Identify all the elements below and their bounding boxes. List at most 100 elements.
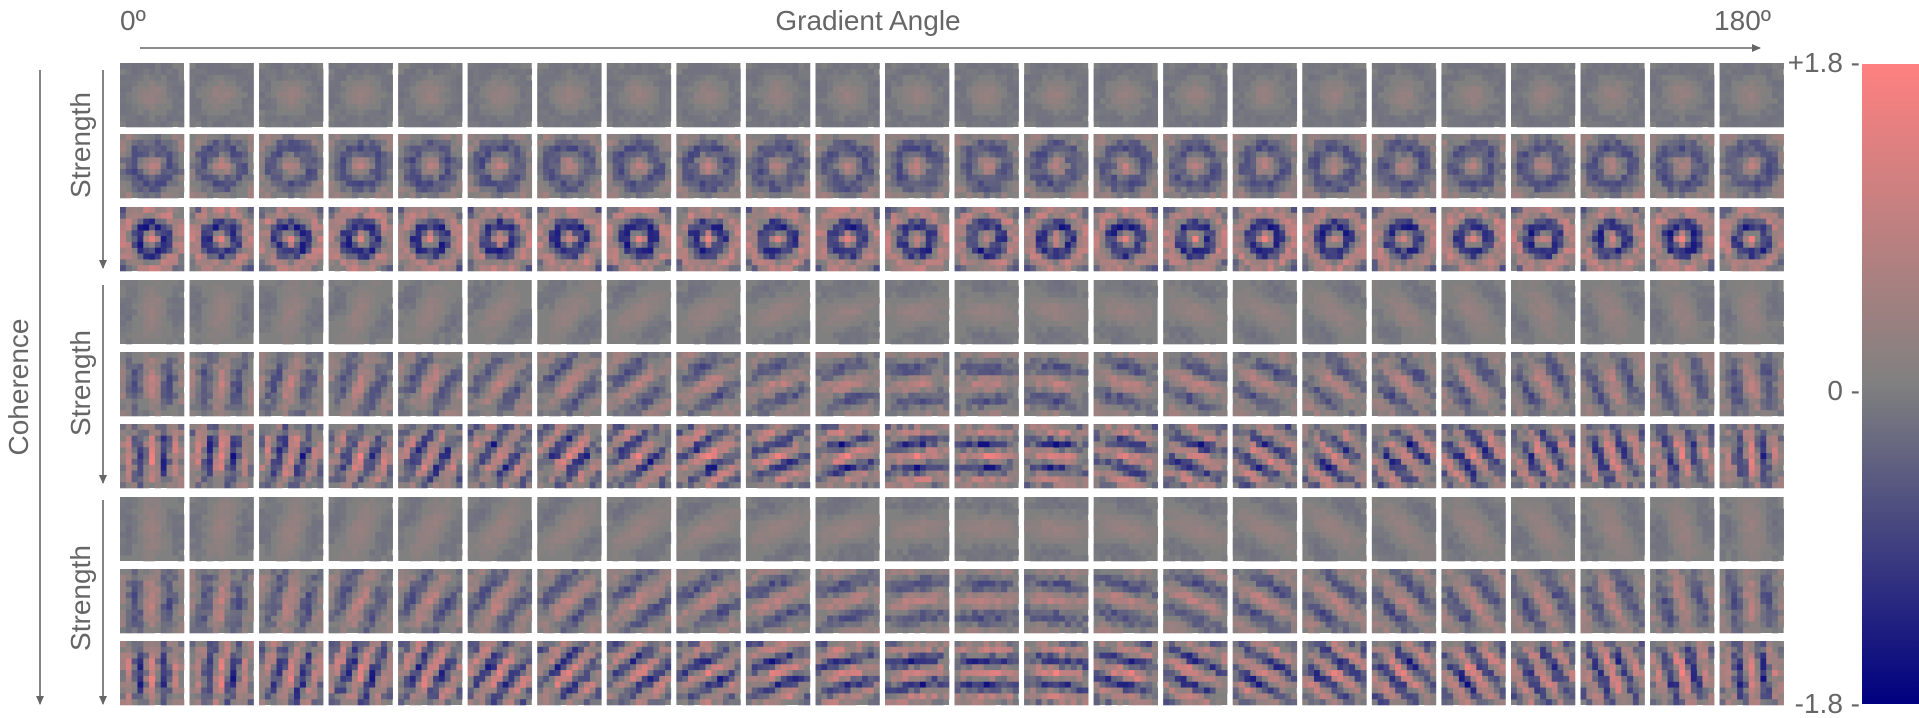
- filter-pixel: [398, 86, 405, 93]
- filter-pixel: [230, 145, 237, 152]
- filter-pixel: [1679, 139, 1686, 146]
- filter-pixel: [630, 80, 637, 87]
- filter-pixel: [479, 174, 486, 181]
- filter-pixel: [195, 63, 202, 70]
- filter-pixel: [867, 174, 874, 181]
- filter-pixel: [467, 74, 474, 81]
- filter-pixel: [1627, 68, 1634, 75]
- filter-pixel: [381, 168, 388, 176]
- filter-pixel: [1563, 163, 1570, 170]
- filter-pixel: [421, 121, 428, 128]
- filter-pixel: [212, 68, 219, 75]
- filter-pixel: [143, 115, 150, 122]
- filter-pixel: [792, 180, 799, 187]
- filter-pixel: [409, 145, 416, 152]
- filter-pixel: [467, 103, 474, 110]
- filter-pixel: [624, 180, 631, 187]
- filter-pixel: [1777, 63, 1784, 70]
- filter-pixel: [508, 134, 515, 141]
- filter-pixel: [1082, 68, 1089, 75]
- filter-pixel: [1337, 174, 1344, 181]
- filter-pixel: [676, 168, 683, 176]
- filter-pixel: [317, 139, 324, 146]
- filter-pixel: [1313, 192, 1321, 199]
- filter-pixel: [1609, 103, 1616, 110]
- filter-pixel: [1673, 97, 1680, 105]
- filter-pixel: [665, 109, 672, 116]
- filter-pixel: [583, 151, 590, 158]
- filter-pixel: [1516, 186, 1523, 193]
- filter-pixel: [728, 109, 735, 116]
- filter-pixel: [815, 157, 822, 164]
- filter-pixel: [525, 186, 533, 193]
- filter-pixel: [1609, 157, 1616, 164]
- filter-pixel: [207, 86, 214, 93]
- filter-pixel: [1516, 63, 1523, 70]
- filter-pixel: [972, 121, 979, 128]
- filter-pixel: [1522, 134, 1529, 141]
- filter-pixel: [1766, 134, 1773, 141]
- filter-pixel: [1702, 151, 1709, 158]
- filter-pixel: [154, 218, 162, 225]
- filter-pixel: [1690, 168, 1697, 176]
- filter-pixel: [682, 186, 689, 193]
- filter-pixel: [1615, 192, 1622, 199]
- filter-pixel: [1354, 92, 1361, 99]
- filter-pixel: [850, 109, 857, 116]
- filter-pixel: [769, 145, 776, 152]
- filter-pixel: [525, 115, 533, 122]
- filter-pixel: [867, 103, 874, 110]
- filter-pixel: [357, 186, 364, 193]
- filter-pixel: [1772, 151, 1779, 158]
- filter-pixel: [885, 174, 892, 181]
- filter-pixel: [438, 63, 446, 70]
- filter-pixel: [1673, 157, 1680, 164]
- filter-pixel: [1522, 139, 1529, 146]
- filter-pixel: [137, 115, 144, 122]
- filter-pixel: [1528, 145, 1535, 152]
- filter-pixel: [589, 139, 596, 146]
- filter-pixel: [937, 92, 944, 99]
- filter-pixel: [328, 134, 335, 141]
- filter-pixel: [294, 97, 301, 105]
- filter-pixel: [1325, 145, 1332, 152]
- filter-pixel: [606, 192, 613, 199]
- filter-pixel: [1528, 121, 1535, 128]
- filter-pixel: [1760, 115, 1767, 122]
- filter-pixel: [943, 86, 950, 93]
- filter-pixel: [351, 168, 359, 176]
- filter-pixel: [1406, 103, 1413, 110]
- filter-pixel: [1737, 115, 1744, 122]
- filter-pixel: [1499, 109, 1506, 116]
- filter-pixel: [334, 168, 341, 176]
- filter-pixel: [815, 109, 822, 116]
- filter-pixel: [705, 163, 712, 170]
- filter-pixel: [189, 109, 196, 116]
- filter-pixel: [1151, 186, 1158, 193]
- filter-pixel: [427, 121, 434, 128]
- filter-pixel: [595, 86, 602, 93]
- filter-pixel: [496, 92, 503, 99]
- filter-pixel: [1331, 180, 1338, 187]
- filter-pixel: [1655, 109, 1663, 116]
- filter-pixel: [334, 157, 341, 164]
- filter-pixel: [520, 168, 527, 176]
- filter-pixel: [1679, 97, 1686, 105]
- filter-pixel: [583, 68, 590, 75]
- filter-pixel: [1267, 180, 1274, 187]
- filter-pixel: [224, 180, 231, 187]
- filter-pixel: [1609, 92, 1616, 99]
- filter-pixel: [606, 168, 613, 176]
- filter-pixel: [1708, 134, 1715, 141]
- filter-pixel: [1105, 68, 1112, 75]
- filter-pixel: [334, 68, 341, 75]
- filter-pixel: [606, 134, 613, 141]
- filter-pixel: [236, 68, 243, 75]
- filter-pixel: [1488, 121, 1495, 128]
- filter-pixel: [560, 163, 567, 170]
- filter-pixel: [659, 168, 666, 176]
- filter-pixel: [635, 80, 643, 87]
- filter-pixel: [925, 157, 932, 164]
- filter-pixel: [972, 151, 979, 158]
